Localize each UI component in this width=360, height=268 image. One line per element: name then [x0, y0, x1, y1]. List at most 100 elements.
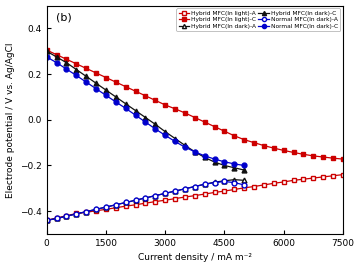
- Normal MFC(In dark)-A: [94, 208, 98, 211]
- Line: Normal MFC(In dark)-A: Normal MFC(In dark)-A: [44, 179, 247, 223]
- Hybrid MFC(In dark)-C: [242, 169, 246, 172]
- Hybrid MFC(In light)-C: [153, 99, 157, 102]
- Hybrid MFC(In light)-C: [134, 90, 138, 93]
- Hybrid MFC(In dark)-A: [74, 212, 78, 215]
- Normal MFC(In dark)-C: [232, 162, 237, 166]
- Hybrid MFC(In dark)-A: [193, 185, 197, 188]
- Hybrid MFC(In light)-C: [84, 67, 88, 70]
- Hybrid MFC(In dark)-C: [45, 50, 49, 53]
- Hybrid MFC(In light)-C: [114, 80, 118, 84]
- Hybrid MFC(In dark)-C: [183, 144, 187, 147]
- Hybrid MFC(In light)-C: [301, 153, 306, 156]
- Hybrid MFC(In light)-C: [74, 62, 78, 65]
- Normal MFC(In dark)-C: [242, 164, 246, 167]
- Hybrid MFC(In light)-C: [222, 130, 226, 133]
- Hybrid MFC(In light)-A: [104, 208, 108, 211]
- Normal MFC(In dark)-A: [163, 192, 167, 195]
- Hybrid MFC(In light)-C: [45, 49, 49, 52]
- Hybrid MFC(In dark)-A: [94, 208, 98, 211]
- Hybrid MFC(In light)-A: [94, 209, 98, 212]
- Hybrid MFC(In light)-C: [163, 103, 167, 107]
- Hybrid MFC(In light)-C: [64, 58, 69, 61]
- Hybrid MFC(In dark)-A: [242, 179, 246, 182]
- Hybrid MFC(In light)-A: [54, 217, 59, 220]
- Normal MFC(In dark)-C: [104, 94, 108, 97]
- Hybrid MFC(In dark)-C: [74, 68, 78, 71]
- Normal MFC(In dark)-C: [74, 74, 78, 77]
- Hybrid MFC(In dark)-C: [193, 150, 197, 153]
- Hybrid MFC(In light)-C: [143, 94, 148, 97]
- Hybrid MFC(In dark)-A: [64, 215, 69, 218]
- Hybrid MFC(In light)-A: [153, 200, 157, 203]
- Text: (b): (b): [55, 12, 71, 23]
- Hybrid MFC(In light)-A: [331, 174, 335, 177]
- Hybrid MFC(In dark)-C: [114, 95, 118, 99]
- Hybrid MFC(In dark)-C: [64, 61, 69, 64]
- Hybrid MFC(In dark)-C: [94, 82, 98, 85]
- Line: Hybrid MFC(In light)-C: Hybrid MFC(In light)-C: [44, 48, 345, 162]
- Hybrid MFC(In light)-C: [311, 154, 315, 158]
- Normal MFC(In dark)-C: [94, 87, 98, 90]
- Normal MFC(In dark)-A: [45, 219, 49, 222]
- Hybrid MFC(In dark)-A: [114, 203, 118, 206]
- Hybrid MFC(In light)-C: [291, 151, 296, 154]
- Hybrid MFC(In light)-C: [173, 107, 177, 110]
- Normal MFC(In dark)-C: [153, 127, 157, 131]
- Hybrid MFC(In dark)-A: [163, 192, 167, 195]
- Hybrid MFC(In light)-A: [311, 176, 315, 180]
- Hybrid MFC(In light)-A: [193, 194, 197, 197]
- Normal MFC(In dark)-C: [45, 55, 49, 59]
- Hybrid MFC(In light)-C: [183, 111, 187, 114]
- Normal MFC(In dark)-C: [212, 158, 217, 161]
- Hybrid MFC(In light)-A: [272, 182, 276, 185]
- Hybrid MFC(In light)-C: [94, 71, 98, 75]
- Hybrid MFC(In dark)-A: [104, 206, 108, 209]
- Hybrid MFC(In light)-A: [45, 219, 49, 222]
- Hybrid MFC(In light)-C: [282, 149, 286, 152]
- Normal MFC(In dark)-C: [193, 150, 197, 153]
- Hybrid MFC(In dark)-A: [203, 183, 207, 186]
- Normal MFC(In dark)-A: [143, 196, 148, 200]
- Hybrid MFC(In light)-A: [84, 211, 88, 214]
- Hybrid MFC(In light)-C: [331, 157, 335, 160]
- Normal MFC(In dark)-A: [134, 199, 138, 202]
- Hybrid MFC(In light)-A: [222, 189, 226, 193]
- Normal MFC(In dark)-A: [212, 181, 217, 184]
- Hybrid MFC(In light)-A: [232, 188, 237, 191]
- Line: Hybrid MFC(In light)-A: Hybrid MFC(In light)-A: [44, 172, 345, 223]
- Hybrid MFC(In dark)-C: [232, 166, 237, 169]
- Hybrid MFC(In light)-A: [173, 197, 177, 200]
- Normal MFC(In dark)-A: [84, 210, 88, 213]
- Hybrid MFC(In light)-A: [291, 179, 296, 182]
- Y-axis label: Electrode potential / V vs. Ag/AgCl: Electrode potential / V vs. Ag/AgCl: [5, 42, 14, 198]
- Normal MFC(In dark)-A: [222, 180, 226, 183]
- Normal MFC(In dark)-C: [183, 146, 187, 149]
- Hybrid MFC(In dark)-A: [45, 219, 49, 222]
- Normal MFC(In dark)-C: [54, 61, 59, 64]
- Hybrid MFC(In light)-A: [143, 202, 148, 205]
- Hybrid MFC(In light)-A: [282, 180, 286, 184]
- Normal MFC(In dark)-A: [203, 183, 207, 186]
- Normal MFC(In dark)-A: [153, 194, 157, 197]
- Normal MFC(In dark)-C: [123, 107, 128, 110]
- Hybrid MFC(In dark)-C: [104, 88, 108, 92]
- Hybrid MFC(In dark)-C: [134, 109, 138, 112]
- Hybrid MFC(In light)-C: [104, 76, 108, 79]
- Hybrid MFC(In light)-C: [341, 158, 345, 161]
- Hybrid MFC(In dark)-A: [183, 187, 187, 190]
- Hybrid MFC(In light)-A: [252, 185, 256, 188]
- Hybrid MFC(In light)-A: [341, 173, 345, 176]
- Hybrid MFC(In dark)-A: [153, 194, 157, 197]
- Hybrid MFC(In light)-A: [64, 214, 69, 217]
- Hybrid MFC(In dark)-A: [143, 196, 148, 200]
- Hybrid MFC(In dark)-A: [232, 178, 237, 181]
- Normal MFC(In dark)-C: [84, 80, 88, 84]
- Normal MFC(In dark)-C: [173, 140, 177, 143]
- Normal MFC(In dark)-A: [64, 215, 69, 218]
- Normal MFC(In dark)-A: [104, 206, 108, 209]
- Normal MFC(In dark)-C: [114, 100, 118, 103]
- X-axis label: Current density / mA m⁻²: Current density / mA m⁻²: [138, 254, 252, 262]
- Hybrid MFC(In light)-C: [252, 141, 256, 144]
- Normal MFC(In dark)-C: [163, 134, 167, 137]
- Legend: Hybrid MFC(In light)-A, Hybrid MFC(In light)-C, Hybrid MFC(In dark)-A, Hybrid MF: Hybrid MFC(In light)-A, Hybrid MFC(In li…: [176, 9, 340, 31]
